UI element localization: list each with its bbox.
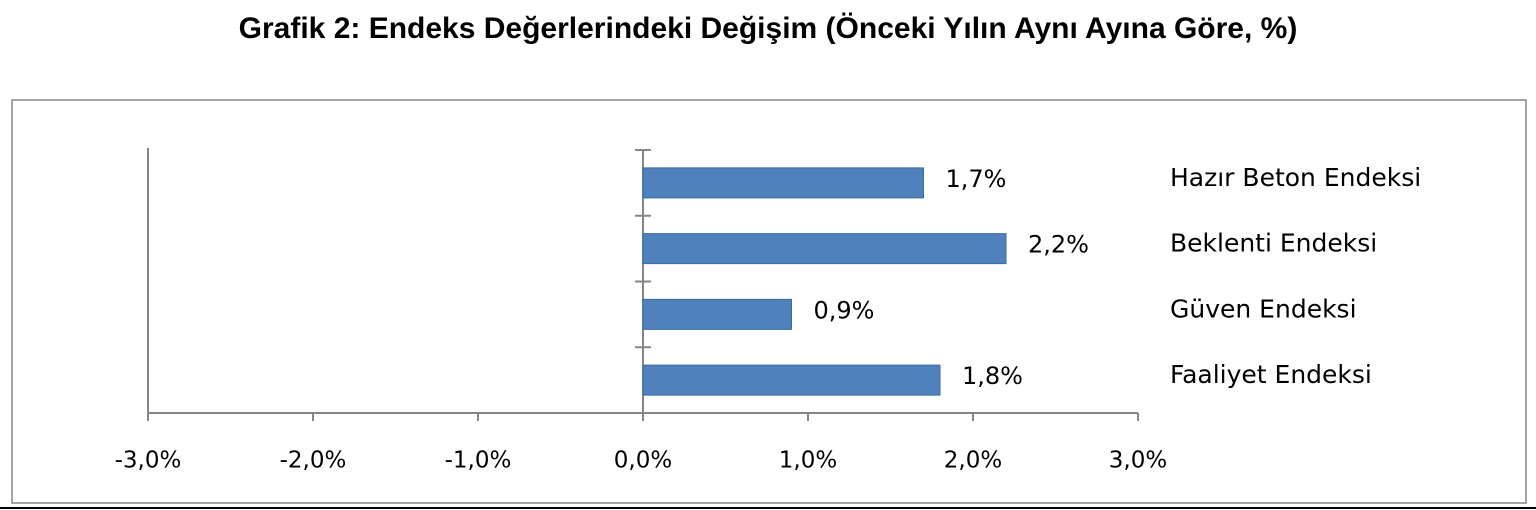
- chart-title: Grafik 2: Endeks Değerlerindeki Değişim …: [239, 12, 1298, 45]
- bar: [642, 364, 941, 396]
- value-label: 0,9%: [814, 296, 875, 324]
- value-label: 1,8%: [962, 362, 1023, 390]
- value-label: 1,7%: [946, 165, 1007, 193]
- x-tick-label: 1,0%: [779, 448, 837, 474]
- x-tick-label: 2,0%: [944, 448, 1002, 474]
- x-tick-label: -2,0%: [280, 448, 347, 474]
- x-tick-label: 0,0%: [614, 448, 672, 474]
- category-label: Hazır Beton Endeksi: [1170, 163, 1421, 192]
- chart-frame: [11, 99, 1527, 504]
- category-label: Faaliyet Endeksi: [1170, 360, 1372, 389]
- category-label: Beklenti Endeksi: [1170, 229, 1377, 258]
- bar: [642, 298, 792, 330]
- x-tick-label: -3,0%: [115, 448, 182, 474]
- x-tick-label: -1,0%: [445, 448, 512, 474]
- category-label: Güven Endeksi: [1170, 294, 1357, 323]
- bar: [642, 167, 924, 199]
- value-label: 2,2%: [1028, 231, 1089, 259]
- bar: [642, 233, 1007, 265]
- x-tick-label: 3,0%: [1109, 448, 1167, 474]
